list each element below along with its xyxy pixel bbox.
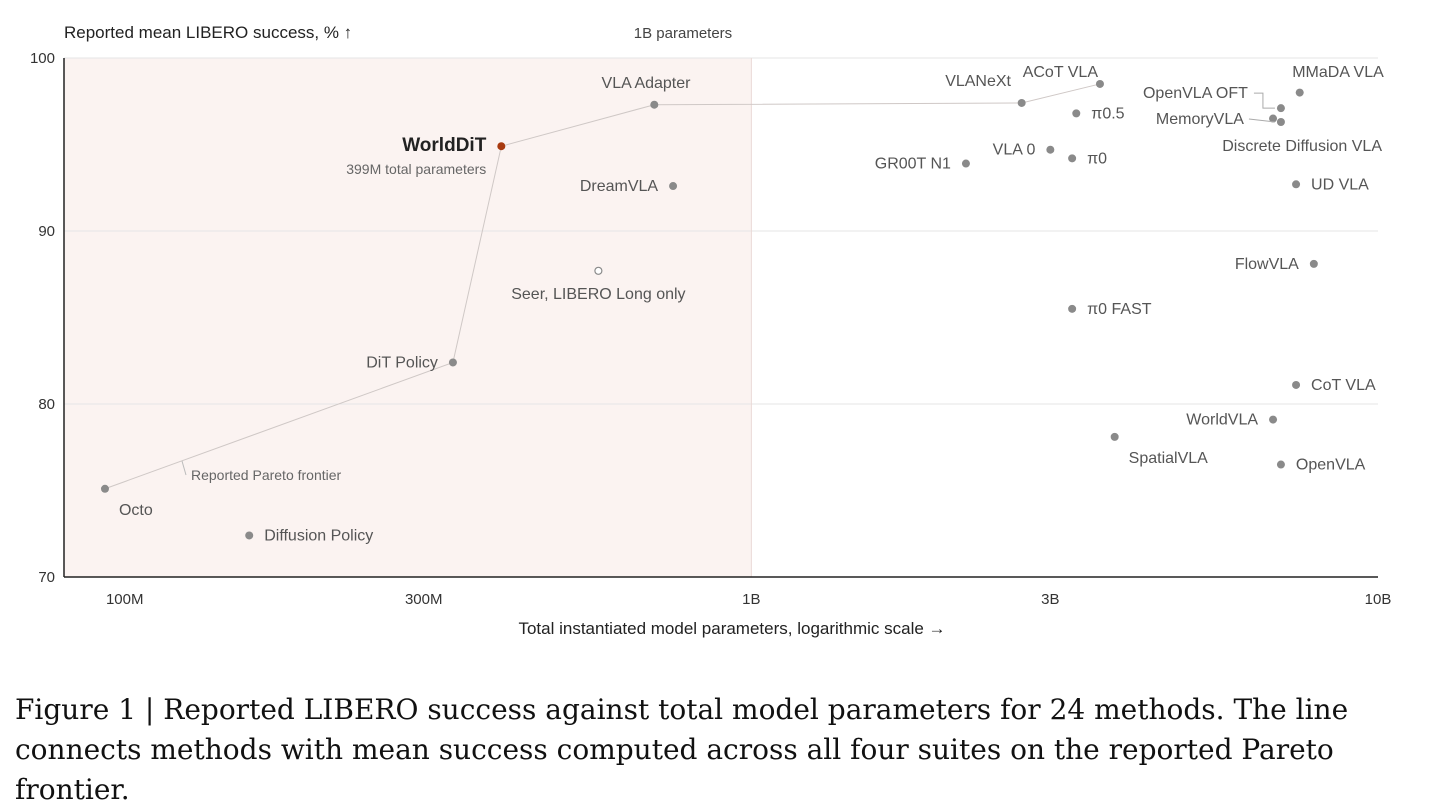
point-dit-policy	[448, 358, 457, 367]
data-points	[100, 79, 1318, 540]
label-openvla: OpenVLA	[1296, 457, 1366, 474]
label-0-fast: π0 FAST	[1087, 301, 1152, 318]
x-tick-labels: 100M 300M 1B 3B 10B	[106, 591, 1391, 608]
label-vla-adapter: VLA Adapter	[602, 75, 692, 92]
point-acot-vla	[1095, 79, 1104, 88]
point-ud-vla	[1292, 180, 1301, 189]
pareto-frontier-line	[104, 83, 1101, 490]
x-tick-label: 300M	[405, 591, 443, 608]
leader-memoryvla	[1248, 118, 1275, 123]
x-tick-label: 100M	[106, 591, 144, 608]
label-gr00t-n1: GR00T N1	[875, 156, 951, 173]
label-discrete-diffusion-vla: Discrete Diffusion VLA	[1222, 138, 1382, 155]
pareto-label-leader	[181, 460, 187, 476]
figure-caption: Figure 1 | Reported LIBERO success again…	[15, 693, 1349, 806]
point-0-fast	[1068, 304, 1077, 313]
x-tick-label: 10B	[1365, 591, 1392, 608]
label-worldvla: WorldVLA	[1186, 412, 1258, 429]
label-acot-vla: ACoT VLA	[1023, 64, 1099, 81]
axes	[63, 58, 1378, 578]
point-0-5	[1072, 109, 1081, 118]
point-dreamvla	[669, 182, 678, 191]
label-dit-policy: DiT Policy	[366, 354, 438, 371]
point-openvla	[1276, 460, 1285, 469]
grid-lines	[64, 57, 1378, 405]
label-octo: Octo	[119, 502, 153, 519]
point-gr00t-n1	[961, 159, 970, 168]
y-tick-label: 90	[38, 223, 55, 240]
label-vla-0: VLA 0	[993, 142, 1036, 159]
point-octo	[100, 484, 109, 493]
pareto-frontier: Reported Pareto frontier	[104, 83, 1101, 490]
label-flowvla: FlowVLA	[1235, 256, 1299, 273]
label-cot-vla: CoT VLA	[1311, 377, 1376, 394]
point-flowvla	[1309, 259, 1318, 268]
label-memoryvla: MemoryVLA	[1156, 111, 1244, 128]
sublabel-worlddit: 399M total parameters	[346, 161, 486, 177]
label-seer-libero-long-only: Seer, LIBERO Long only	[511, 286, 685, 303]
point-worldvla	[1269, 415, 1278, 424]
label-0: π0	[1087, 150, 1107, 167]
label-mmada-vla: MMaDA VLA	[1292, 64, 1384, 81]
x-tick-label: 1B	[742, 591, 760, 608]
region-label: 1B parameters	[634, 25, 732, 42]
label-vlanext: VLANeXt	[945, 73, 1011, 90]
point-labels: Octo Diffusion Policy DiT Policy WorldDiT 39…	[119, 64, 1384, 544]
label-0-5: π0.5	[1091, 105, 1124, 122]
label-spatialvla: SpatialVLA	[1129, 450, 1208, 467]
point-0	[1068, 154, 1077, 163]
point-vla-0	[1046, 145, 1055, 154]
point-diffusion-policy	[245, 531, 254, 540]
x-axis-label: Total instantiated model parameters, log…	[518, 619, 945, 638]
point-spatialvla	[1110, 432, 1119, 441]
y-axis-label: Reported mean LIBERO success, % ↑	[64, 23, 352, 42]
label-worlddit: WorldDiT	[402, 135, 486, 156]
small-model-region	[64, 58, 752, 577]
label-dreamvla: DreamVLA	[580, 178, 659, 195]
point-memoryvla	[1276, 118, 1285, 127]
point-vla-adapter	[650, 100, 659, 109]
point-seer-libero-long-only	[594, 266, 603, 275]
label-ud-vla: UD VLA	[1311, 176, 1369, 193]
pareto-frontier-label: Reported Pareto frontier	[191, 467, 342, 483]
y-tick-labels: 70 80 90 100	[30, 50, 55, 586]
point-worlddit	[497, 142, 506, 151]
point-openvla-oft	[1276, 104, 1285, 113]
y-tick-label: 70	[38, 569, 55, 586]
x-tick-label: 3B	[1041, 591, 1059, 608]
label-diffusion-policy: Diffusion Policy	[264, 527, 373, 544]
point-cot-vla	[1292, 380, 1301, 389]
y-tick-label: 80	[38, 396, 55, 413]
point-vlanext	[1017, 98, 1026, 107]
libero-scatter-chart: 1B parameters Reported mean LIBERO succe…	[30, 23, 1391, 638]
y-tick-label: 100	[30, 50, 55, 67]
label-openvla-oft: OpenVLA OFT	[1143, 85, 1248, 102]
point-discrete-diffusion-vla	[1269, 114, 1278, 123]
leader-openvla-oft	[1253, 92, 1275, 109]
point-mmada-vla	[1295, 88, 1304, 97]
